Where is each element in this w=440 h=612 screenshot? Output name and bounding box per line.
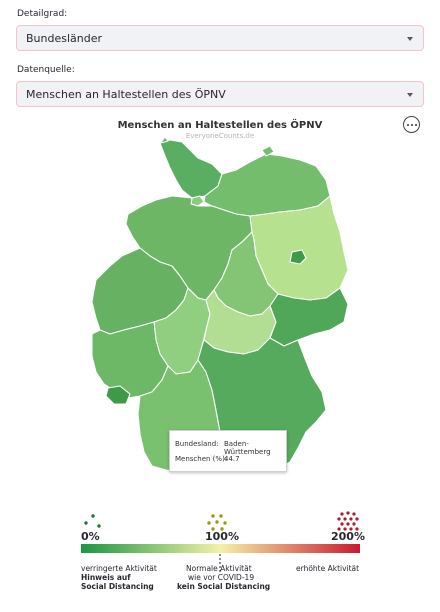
legend-mid-label: 100% bbox=[205, 530, 239, 543]
source-label: Datenquelle: bbox=[17, 65, 75, 75]
legend-reduced-hint-2: Social Distancing bbox=[81, 582, 154, 591]
normal-activity-dots-icon bbox=[207, 514, 227, 531]
more-dot-icon bbox=[406, 123, 409, 126]
detail-select[interactable]: Bundesländer bbox=[16, 25, 424, 51]
source-select-value: Menschen an Haltestellen des ÖPNV bbox=[26, 88, 226, 101]
source-select[interactable]: Menschen an Haltestellen des ÖPNV bbox=[16, 81, 424, 107]
legend-gradient-bar bbox=[81, 544, 360, 553]
chart-menu-button[interactable] bbox=[403, 116, 420, 133]
map-title: Menschen an Haltestellen des ÖPNV bbox=[117, 120, 323, 131]
state-island bbox=[160, 136, 169, 144]
more-dot-icon bbox=[410, 123, 413, 126]
state-island bbox=[261, 145, 275, 157]
map-credit: EveryoneCounts.de bbox=[185, 132, 255, 140]
more-dot-icon bbox=[414, 123, 417, 126]
legend-reduced-label: verringerte Aktivität bbox=[81, 564, 157, 573]
legend-min-label: 0% bbox=[81, 530, 100, 543]
detail-select-value: Bundesländer bbox=[26, 32, 103, 45]
tooltip-region-key: Bundesland: bbox=[175, 440, 219, 448]
high-activity-dots-icon bbox=[337, 511, 359, 531]
chevron-down-icon bbox=[407, 93, 413, 97]
tooltip-region-value: Baden-Württemberg bbox=[224, 440, 271, 456]
map-tooltip: Bundesland: Baden-Württemberg Menschen (… bbox=[169, 430, 287, 472]
chevron-down-icon bbox=[407, 37, 413, 41]
low-activity-dots-icon bbox=[84, 514, 101, 528]
state-saarland[interactable] bbox=[105, 385, 131, 405]
state-berlin[interactable] bbox=[289, 249, 307, 265]
detail-label: Detailgrad: bbox=[17, 9, 68, 19]
legend-normal-label-1: Normale Aktivität bbox=[186, 564, 252, 573]
legend-normal-hint: kein Social Distancing bbox=[177, 582, 271, 591]
legend-max-label: 200% bbox=[331, 530, 365, 543]
legend-normal-label-2: wie vor COVID-19 bbox=[188, 573, 255, 582]
legend-increased-label: erhöhte Aktivität bbox=[296, 564, 360, 573]
tooltip-people-key: Menschen (%): bbox=[175, 455, 228, 463]
tooltip-people-value: 44.7 bbox=[224, 455, 240, 463]
legend-reduced-hint-1: Hinweis auf bbox=[81, 573, 131, 582]
